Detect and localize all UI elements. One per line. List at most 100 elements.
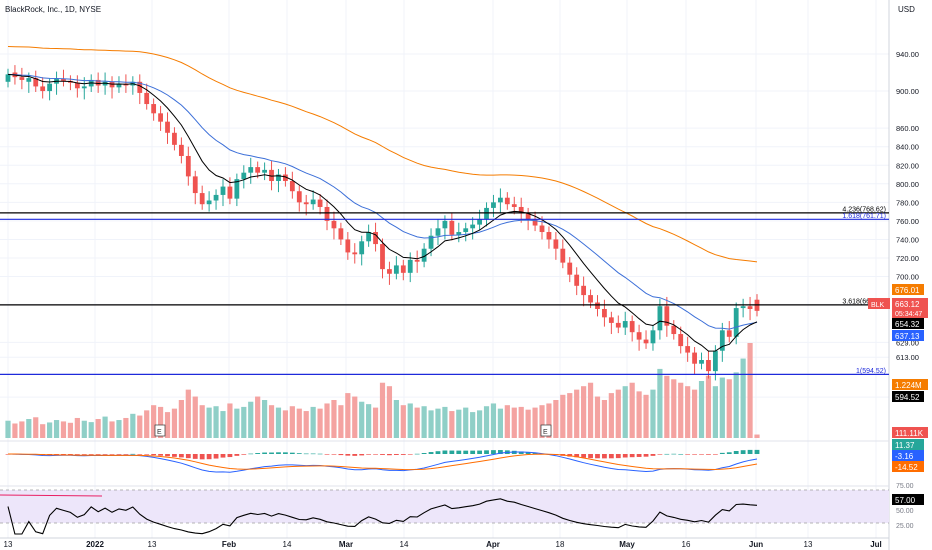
macd-bar xyxy=(74,454,80,455)
macd-bar xyxy=(165,454,170,457)
svg-text:594.52: 594.52 xyxy=(895,393,920,402)
candle-body xyxy=(227,186,233,199)
volume-bar xyxy=(678,382,684,438)
candle-body xyxy=(366,232,372,242)
candle-body xyxy=(685,346,691,353)
macd-bar xyxy=(109,454,115,455)
macd-bar xyxy=(317,453,323,455)
rsi-line xyxy=(7,498,758,535)
candle-body xyxy=(158,113,163,122)
volume-bar xyxy=(116,420,122,438)
candle-body xyxy=(650,330,656,344)
volume-bar xyxy=(102,416,108,438)
time-tick-label: 14 xyxy=(283,540,292,549)
candle-body xyxy=(296,191,302,203)
volume-bar xyxy=(331,400,337,438)
svg-text:11.37: 11.37 xyxy=(895,441,915,450)
macd-bar xyxy=(151,454,157,456)
volume-bar xyxy=(144,410,150,438)
macd-bar xyxy=(234,454,240,456)
candle-body xyxy=(61,79,66,81)
volume-bar xyxy=(192,396,198,438)
candle-body xyxy=(359,241,365,255)
svg-text:-14.52: -14.52 xyxy=(895,463,918,472)
volume-label: 1.224M xyxy=(892,379,928,390)
macd-bar xyxy=(123,454,129,455)
price-tick-label: 629.00 xyxy=(896,338,919,347)
svg-text:E: E xyxy=(157,429,162,436)
macd-bar xyxy=(664,453,670,455)
rsi-tick-75: 75.00 xyxy=(896,483,914,490)
fibonacci-levels[interactable]: 4.236(768.62)1.618(761.71) 3.618(669.45) 1… xyxy=(0,206,889,375)
volume-bar xyxy=(47,422,53,438)
candle-body xyxy=(74,82,80,89)
earnings-marker[interactable]: E xyxy=(540,424,552,437)
candle-body xyxy=(26,78,32,82)
time-tick-label: 13 xyxy=(4,540,13,549)
candle-body xyxy=(248,167,254,173)
volume-bar xyxy=(594,396,601,438)
candle-body xyxy=(33,78,39,87)
macd-bar xyxy=(227,454,233,458)
volume-bar xyxy=(206,407,212,438)
macd-bar xyxy=(331,454,337,455)
candle-body xyxy=(657,306,663,331)
candle-body xyxy=(393,265,399,274)
volume-bar xyxy=(414,407,420,438)
candle-body xyxy=(19,77,25,80)
candle-body xyxy=(539,225,545,233)
volume-bar xyxy=(386,386,393,438)
price-tick-label: 940.00 xyxy=(896,50,919,59)
volume-bar xyxy=(428,410,434,438)
earnings-marker[interactable]: E xyxy=(154,424,166,437)
macd-line-label: -3.16 xyxy=(892,450,924,461)
macd-bar xyxy=(248,453,254,455)
price-tick-label: 700.00 xyxy=(896,273,919,282)
candle-body xyxy=(47,83,53,92)
volume-bar xyxy=(449,411,455,438)
macd-bar xyxy=(574,454,580,458)
candle-body xyxy=(137,81,143,93)
time-tick-label: Feb xyxy=(222,540,236,549)
candle-body xyxy=(338,228,344,240)
macd-bar xyxy=(622,454,628,458)
candle-body xyxy=(560,248,566,263)
candle-body xyxy=(428,235,434,249)
candle-body xyxy=(664,306,670,326)
volume-bar xyxy=(372,407,379,438)
candle-body xyxy=(546,232,552,240)
volume-bar xyxy=(525,409,531,438)
volume-bar xyxy=(470,412,476,438)
macd-bar xyxy=(345,454,351,456)
volume-bar xyxy=(338,405,344,438)
volume-bar xyxy=(81,420,87,438)
candle-body xyxy=(172,132,177,145)
candle-body xyxy=(435,228,441,236)
macd-bar xyxy=(595,454,600,459)
candle-body xyxy=(5,74,11,82)
candle-body xyxy=(706,360,711,372)
candle-body xyxy=(726,330,732,337)
macd-bar xyxy=(740,450,746,454)
candle-body xyxy=(310,199,316,205)
currency-label: USD xyxy=(898,5,915,14)
candle-body xyxy=(588,295,593,303)
macd-bar xyxy=(213,454,219,459)
macd-bar xyxy=(373,454,378,455)
macd-bar xyxy=(220,454,226,458)
macd-bar xyxy=(352,454,358,456)
volume-bar xyxy=(539,405,545,438)
candle-body xyxy=(283,174,288,182)
candle-body xyxy=(345,239,351,253)
macd-bar xyxy=(338,454,344,456)
rsi-ma-line xyxy=(0,494,103,497)
macd-bar xyxy=(178,454,184,458)
candle-body xyxy=(380,244,385,270)
volume-bar xyxy=(740,358,746,438)
candle-body xyxy=(116,83,122,88)
time-axis[interactable]: 13 2022 13 Feb 14 Mar 14 Apr 18 May 16 Jun 13 Jul xyxy=(4,540,882,549)
candle-body xyxy=(276,174,281,182)
candle-body xyxy=(477,219,482,225)
volume-bar xyxy=(393,400,399,438)
